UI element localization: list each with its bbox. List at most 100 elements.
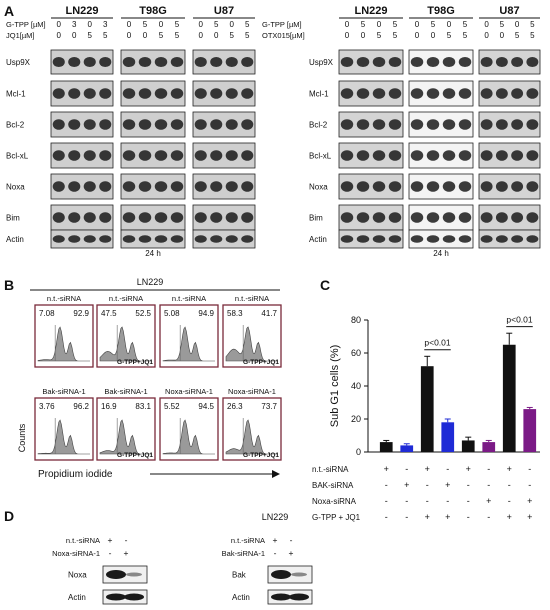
dose-value: 0 — [57, 20, 62, 29]
condition-mark: - — [446, 496, 449, 506]
panel-c-chart: C 0 20 40 60 80 Sub G1 cells (%) p<0.01 p<0.01 n.… — [312, 277, 540, 522]
blot-band — [52, 212, 65, 223]
dose-value: 0 — [214, 31, 219, 40]
percent-right: 92.9 — [73, 309, 89, 318]
blot-band — [511, 235, 524, 243]
blot-band — [99, 150, 112, 161]
histogram — [225, 419, 278, 455]
blot-band — [458, 150, 472, 161]
sirna-mark: - — [290, 535, 293, 545]
blot-band — [511, 150, 524, 161]
condition-mark: - — [385, 496, 388, 506]
blot-band — [68, 150, 81, 161]
sirna-mark: - — [125, 535, 128, 545]
blot-band — [52, 150, 65, 161]
blot-band — [170, 56, 184, 68]
dose-value: 5 — [393, 20, 398, 29]
blot-band — [170, 119, 184, 130]
blot-band — [99, 119, 112, 130]
protein-label: Bcl-xL — [309, 152, 332, 161]
blot-band — [225, 56, 238, 68]
percent-left: 3.76 — [39, 402, 55, 411]
blot-band — [138, 119, 152, 130]
percent-left: 47.5 — [101, 309, 117, 318]
blot-strip — [478, 229, 541, 249]
blot-band-strong — [271, 570, 291, 579]
blot-band — [99, 88, 112, 99]
protein-label-d: Actin — [68, 593, 86, 602]
flow-top-title: n.t.-siRNA — [47, 294, 81, 303]
protein-label: Bcl-xL — [6, 152, 29, 161]
blot-band — [99, 235, 112, 243]
flow-bottom-title: Bak-siRNA-1 — [42, 387, 85, 396]
dose-value: 5 — [230, 31, 235, 40]
sirna-label: Noxa-siRNA-1 — [52, 549, 100, 558]
dose-value: 5 — [245, 20, 250, 29]
cell-line-label: T98G — [139, 5, 167, 17]
dose-value: 5 — [214, 20, 219, 29]
blot-band — [495, 150, 508, 161]
blot-band — [372, 56, 386, 68]
dose-value: 0 — [143, 31, 148, 40]
blot-band — [480, 56, 493, 68]
dose-value: 0 — [361, 31, 366, 40]
blot-band — [124, 593, 144, 601]
treatment-label: G-TPP+JQ1 — [243, 452, 279, 459]
blot-band — [52, 119, 65, 130]
dose-value: 5 — [447, 31, 452, 40]
blot-band — [511, 88, 524, 99]
dose-value: 3 — [103, 20, 108, 29]
blot-band — [154, 56, 168, 68]
bar — [482, 442, 496, 452]
percent-left: 26.3 — [227, 402, 243, 411]
blot-band — [52, 235, 65, 243]
blot-band — [495, 212, 508, 223]
dose-value: 0 — [88, 20, 93, 29]
blot-band — [154, 119, 168, 130]
blot-band — [426, 56, 440, 68]
dose-value: 0 — [431, 31, 436, 40]
panel-letter-d: D — [4, 508, 14, 524]
timepoint-label: 24 h — [145, 249, 161, 258]
blot-band — [225, 119, 238, 130]
blot-band — [356, 212, 370, 223]
blot-band — [410, 235, 424, 243]
sirna-label: n.t.-siRNA — [66, 536, 100, 545]
cell-line-label: T98G — [427, 5, 455, 17]
blot-band — [480, 150, 493, 161]
blot-band — [495, 235, 508, 243]
blot-band — [194, 212, 207, 223]
condition-mark: + — [507, 512, 512, 522]
blot-band — [388, 181, 402, 192]
blot-band — [194, 235, 207, 243]
timepoint-label: 24 h — [433, 249, 449, 258]
blot-band — [83, 235, 96, 243]
blot-band — [99, 212, 112, 223]
dose-value: 0 — [415, 31, 420, 40]
sirna-mark: - — [274, 548, 277, 558]
percent-right: 96.2 — [73, 402, 89, 411]
blot-band — [480, 88, 493, 99]
blot-band — [122, 212, 136, 223]
dose-value: 5 — [530, 31, 535, 40]
percent-right: 94.5 — [198, 402, 214, 411]
blot-band — [83, 150, 96, 161]
blot-band — [426, 150, 440, 161]
blot-band — [170, 235, 184, 243]
blot-band — [426, 212, 440, 223]
blot-band — [225, 88, 238, 99]
blot-band — [480, 181, 493, 192]
dose-value: 5 — [103, 31, 108, 40]
protein-label: Bcl-2 — [6, 121, 25, 130]
panel-letter-a: A — [4, 3, 14, 19]
condition-mark: + — [527, 512, 532, 522]
blot-band — [442, 88, 456, 99]
blot-band — [122, 235, 136, 243]
blot-band — [526, 56, 539, 68]
dose-value: 0 — [377, 20, 382, 29]
blot-band — [388, 88, 402, 99]
blot-band — [170, 181, 184, 192]
treatment-label: G-TPP+JQ1 — [117, 452, 153, 459]
dose-value: 5 — [361, 20, 366, 29]
